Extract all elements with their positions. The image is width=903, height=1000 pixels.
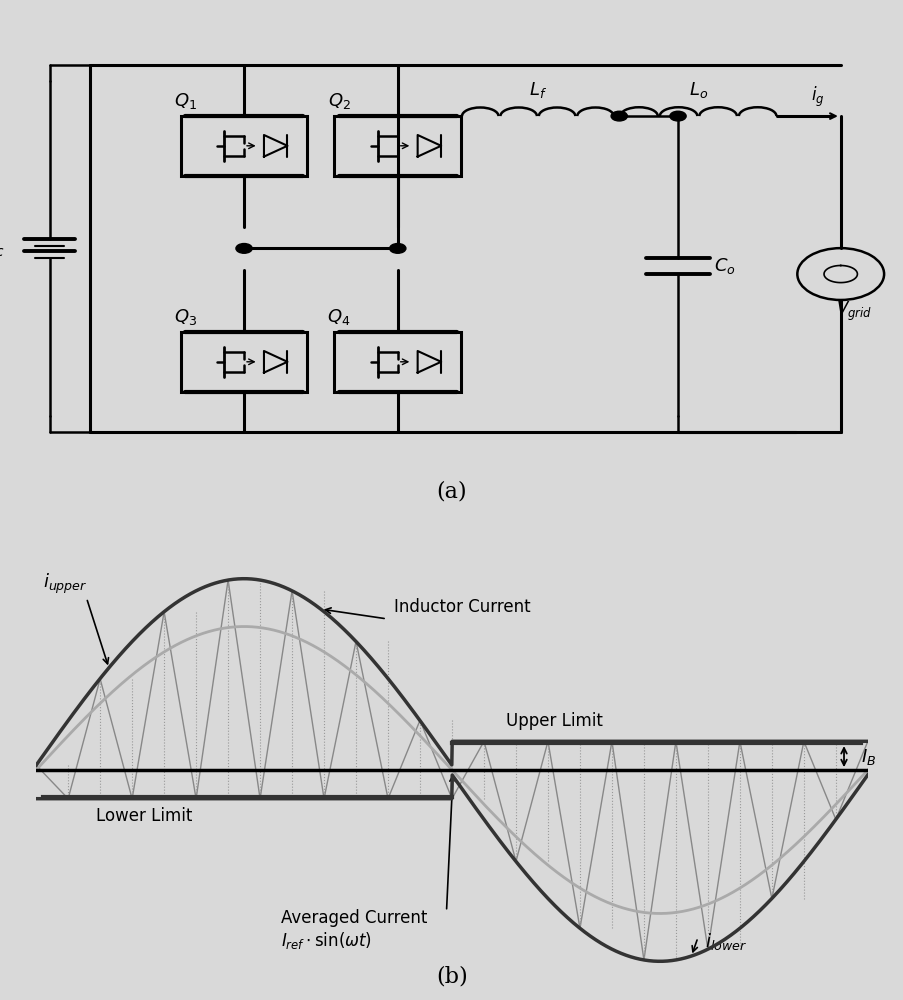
- Text: Averaged Current
$I_{ref}\cdot\sin(\omega t)$: Averaged Current $I_{ref}\cdot\sin(\omeg…: [281, 909, 427, 951]
- Text: $i_g$: $i_g$: [811, 85, 824, 109]
- Circle shape: [236, 244, 252, 253]
- Text: $L_o$: $L_o$: [688, 80, 707, 100]
- Bar: [334, 116, 461, 176]
- Text: $L_f$: $L_f$: [528, 80, 546, 100]
- Text: (a): (a): [436, 480, 467, 502]
- Text: $C_o$: $C_o$: [713, 256, 735, 276]
- Text: $i_{upper}$: $i_{upper}$: [42, 572, 88, 596]
- Circle shape: [389, 244, 405, 253]
- Text: $Q_3$: $Q_3$: [173, 307, 197, 327]
- Text: Inductor Current: Inductor Current: [393, 598, 529, 616]
- Text: (b): (b): [435, 965, 468, 987]
- Text: $Q_2$: $Q_2$: [327, 91, 350, 111]
- Circle shape: [610, 111, 627, 121]
- Bar: [181, 332, 307, 391]
- Text: $Q_1$: $Q_1$: [173, 91, 197, 111]
- Text: $I_B$: $I_B$: [861, 747, 875, 767]
- Bar: [334, 332, 461, 391]
- Text: $Q_4$: $Q_4$: [327, 307, 350, 327]
- Text: $V_{dc}$: $V_{dc}$: [0, 238, 5, 259]
- Circle shape: [669, 111, 685, 121]
- Text: $V_{grid}$: $V_{grid}$: [835, 299, 871, 323]
- Bar: [181, 116, 307, 176]
- Text: Upper Limit: Upper Limit: [506, 712, 602, 730]
- Text: $i_{lower}$: $i_{lower}$: [703, 931, 746, 952]
- Text: Lower Limit: Lower Limit: [96, 807, 191, 825]
